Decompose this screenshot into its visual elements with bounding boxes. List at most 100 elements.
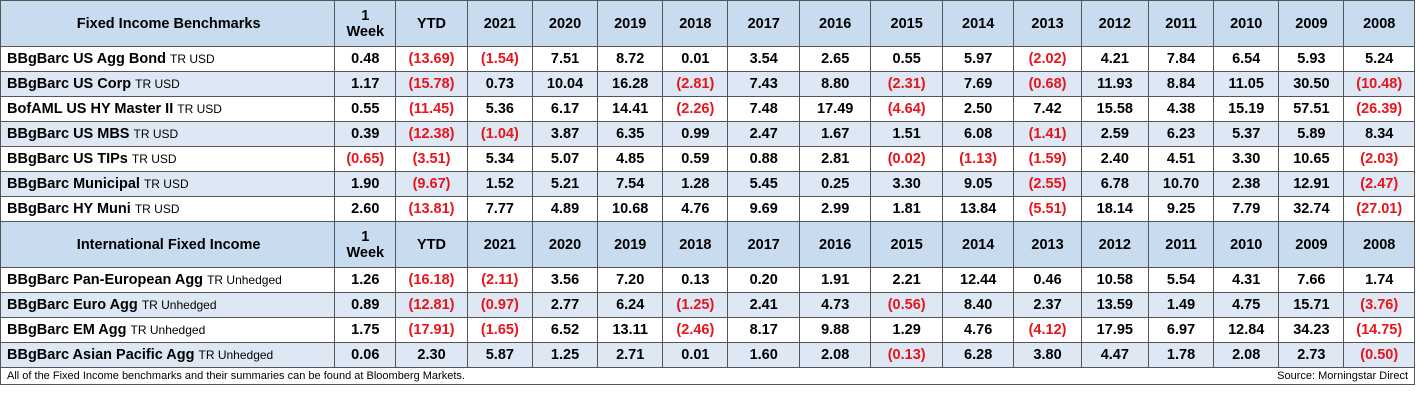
benchmark-name: BBgBarc Pan-European Agg TR Unhedged bbox=[0, 267, 336, 293]
return-cell: 0.25 bbox=[798, 171, 872, 197]
return-cell: 7.66 bbox=[1278, 267, 1345, 293]
return-cell: 15.19 bbox=[1213, 96, 1280, 122]
return-cell: 1.25 bbox=[531, 342, 599, 368]
return-cell: 0.55 bbox=[870, 46, 943, 72]
column-header: YTD bbox=[395, 0, 468, 47]
return-cell: 9.88 bbox=[798, 317, 872, 343]
return-cell: 10.58 bbox=[1080, 267, 1149, 293]
benchmark-name: BBgBarc Euro Agg TR Unhedged bbox=[0, 292, 336, 318]
return-cell: 34.23 bbox=[1278, 317, 1345, 343]
return-cell: 4.21 bbox=[1080, 46, 1149, 72]
return-cell: 2.08 bbox=[798, 342, 872, 368]
return-cell: 4.89 bbox=[531, 196, 599, 222]
benchmark-subtitle: TR USD bbox=[133, 127, 179, 141]
column-header: 2018 bbox=[662, 0, 729, 47]
benchmark-label: BBgBarc Euro Agg bbox=[7, 297, 142, 313]
negative-return-cell: (4.64) bbox=[870, 96, 943, 122]
benchmark-label: BBgBarc Pan-European Agg bbox=[7, 272, 208, 288]
column-header: 2021 bbox=[466, 221, 533, 268]
negative-return-cell: (1.25) bbox=[662, 292, 729, 318]
return-cell: 4.73 bbox=[798, 292, 872, 318]
column-header: 2010 bbox=[1213, 221, 1280, 268]
return-cell: 10.65 bbox=[1278, 146, 1345, 172]
column-header: 2009 bbox=[1278, 221, 1345, 268]
return-cell: 13.84 bbox=[941, 196, 1015, 222]
return-cell: 0.48 bbox=[334, 46, 397, 72]
return-cell: 10.04 bbox=[531, 71, 599, 97]
negative-return-cell: (5.51) bbox=[1013, 196, 1082, 222]
return-cell: 0.13 bbox=[662, 267, 729, 293]
return-cell: 3.87 bbox=[531, 121, 599, 147]
benchmark-name: BBgBarc US MBS TR USD bbox=[0, 121, 336, 147]
negative-return-cell: (0.65) bbox=[334, 146, 397, 172]
return-cell: 0.89 bbox=[334, 292, 397, 318]
negative-return-cell: (17.91) bbox=[395, 317, 468, 343]
return-cell: 13.59 bbox=[1080, 292, 1149, 318]
return-cell: 5.24 bbox=[1343, 46, 1415, 72]
section-title: International Fixed Income bbox=[0, 221, 336, 268]
column-header: 2014 bbox=[941, 0, 1015, 47]
negative-return-cell: (16.18) bbox=[395, 267, 468, 293]
benchmark-subtitle: TR USD bbox=[134, 202, 180, 216]
return-cell: 15.58 bbox=[1080, 96, 1149, 122]
negative-return-cell: (3.51) bbox=[395, 146, 468, 172]
return-cell: 13.11 bbox=[597, 317, 664, 343]
return-cell: 2.99 bbox=[798, 196, 872, 222]
return-cell: 0.59 bbox=[662, 146, 729, 172]
column-header: 2019 bbox=[597, 0, 664, 47]
benchmark-returns-table: Fixed Income Benchmarks 1 Week YTD 2021 2020… bbox=[0, 0, 1415, 385]
negative-return-cell: (2.46) bbox=[662, 317, 729, 343]
return-cell: 0.99 bbox=[662, 121, 729, 147]
return-cell: 2.65 bbox=[798, 46, 872, 72]
return-cell: 3.80 bbox=[1013, 342, 1082, 368]
negative-return-cell: (1.41) bbox=[1013, 121, 1082, 147]
column-header: 2012 bbox=[1080, 221, 1149, 268]
return-cell: 6.97 bbox=[1147, 317, 1215, 343]
return-cell: 7.48 bbox=[727, 96, 800, 122]
return-cell: 18.14 bbox=[1080, 196, 1149, 222]
footer-note: All of the Fixed Income benchmarks and t… bbox=[7, 370, 465, 382]
negative-return-cell: (0.56) bbox=[870, 292, 943, 318]
return-cell: 4.51 bbox=[1147, 146, 1215, 172]
return-cell: 4.76 bbox=[941, 317, 1015, 343]
return-cell: 2.81 bbox=[798, 146, 872, 172]
return-cell: 4.31 bbox=[1213, 267, 1280, 293]
benchmark-subtitle: TR Unhedged bbox=[141, 298, 217, 312]
return-cell: 1.17 bbox=[334, 71, 397, 97]
return-cell: 1.75 bbox=[334, 317, 397, 343]
return-cell: 3.54 bbox=[727, 46, 800, 72]
column-header: 2011 bbox=[1147, 221, 1215, 268]
return-cell: 7.20 bbox=[597, 267, 664, 293]
benchmark-subtitle: TR USD bbox=[143, 177, 189, 191]
return-cell: 1.26 bbox=[334, 267, 397, 293]
return-cell: 1.67 bbox=[798, 121, 872, 147]
return-cell: 2.41 bbox=[727, 292, 800, 318]
return-cell: 4.38 bbox=[1147, 96, 1215, 122]
return-cell: 0.73 bbox=[466, 71, 533, 97]
return-cell: 32.74 bbox=[1278, 196, 1345, 222]
table-row: BBgBarc Municipal TR USD 1.90 (9.67) 1.52 5.… bbox=[0, 171, 1415, 197]
return-cell: 7.43 bbox=[727, 71, 800, 97]
return-cell: 5.45 bbox=[727, 171, 800, 197]
negative-return-cell: (4.12) bbox=[1013, 317, 1082, 343]
return-cell: 6.78 bbox=[1080, 171, 1149, 197]
column-header-label: 1 Week bbox=[346, 228, 385, 261]
column-header: 2015 bbox=[870, 221, 943, 268]
return-cell: 0.01 bbox=[662, 342, 729, 368]
column-header: 2020 bbox=[531, 0, 599, 47]
footer-cell: All of the Fixed Income benchmarks and t… bbox=[0, 367, 1415, 385]
benchmark-subtitle: TR USD bbox=[131, 152, 177, 166]
table-row: BBgBarc US Agg Bond TR USD 0.48 (13.69) (1.… bbox=[0, 46, 1415, 72]
return-cell: 11.93 bbox=[1080, 71, 1149, 97]
return-cell: 1.28 bbox=[662, 171, 729, 197]
return-cell: 1.74 bbox=[1343, 267, 1415, 293]
return-cell: 11.05 bbox=[1213, 71, 1280, 97]
return-cell: 3.30 bbox=[870, 171, 943, 197]
return-cell: 6.23 bbox=[1147, 121, 1215, 147]
section-title: Fixed Income Benchmarks bbox=[0, 0, 336, 47]
negative-return-cell: (2.31) bbox=[870, 71, 943, 97]
table-row: BBgBarc Asian Pacific Agg TR Unhedged 0.0… bbox=[0, 342, 1415, 368]
return-cell: 9.25 bbox=[1147, 196, 1215, 222]
benchmark-subtitle: TR USD bbox=[135, 77, 180, 91]
section-header-row: Fixed Income Benchmarks 1 Week YTD 2021 2020… bbox=[0, 0, 1415, 47]
